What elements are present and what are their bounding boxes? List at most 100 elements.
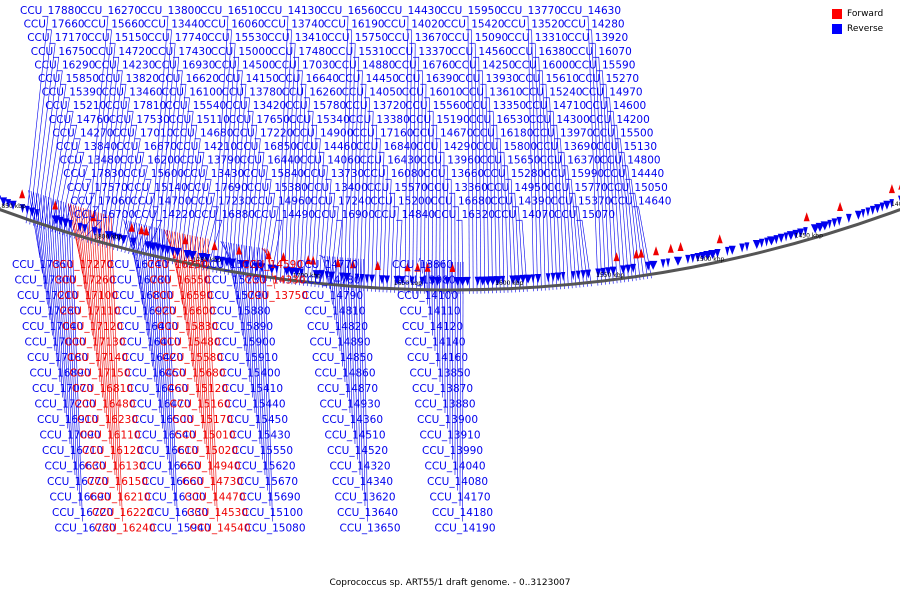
reverse-gene-arrow [252,262,261,272]
gene-label: CCU_14160 [407,352,468,364]
label-leader [332,256,338,336]
gene-label: CCU_16130 [85,461,146,473]
forward-gene-arrow [449,262,456,272]
reverse-gene-arrow [752,240,761,250]
gene-label: CCU_16770 [47,476,108,488]
label-leader [467,15,470,294]
label-leader [598,56,610,285]
gene-label: CCU_14900 [292,127,353,139]
label-leader [73,204,86,290]
reverse-gene-arrow [810,224,820,234]
label-leader [124,151,145,253]
label-leader [207,238,218,522]
reverse-gene-arrow [187,251,197,261]
gene-label: CCU_13850 [410,368,471,380]
gene-label: CCU_15600 [123,168,184,180]
gene-label: CCU_13460 [102,87,163,99]
forward-swatch [832,8,842,19]
label-leader [609,97,622,283]
gene-label: CCU_14280 [564,19,625,31]
reverse-gene-arrow [609,266,617,276]
forward-gene-arrow [349,259,356,269]
label-leader [567,165,577,288]
gene-label: CCU_15880 [210,306,271,318]
reverse-gene-arrow [827,219,832,229]
reverse-gene-arrow [393,275,401,285]
reverse-gene-arrow [453,276,462,286]
label-leader [556,124,565,289]
label-leader [581,219,592,287]
label-leader [503,151,509,293]
label-leader [250,151,265,279]
label-leader [630,179,645,280]
reverse-gene-arrow [883,200,891,210]
gene-label: CCU_17280 [20,306,81,318]
gene-label: CCU_13400 [307,182,368,194]
label-leader [38,193,51,321]
reverse-gene-arrow [82,224,88,234]
gene-label: CCU_16930 [154,59,215,71]
label-leader [220,43,236,274]
gene-label: CCU_15010 [175,430,236,442]
label-leader [538,56,546,291]
gene-label: CCU_16440 [240,155,301,167]
gene-label: CCU_15660 [84,19,145,31]
gene-label: CCU_14250 [454,59,515,71]
gene-label: CCU_16300 [145,492,206,504]
label-leader [500,138,505,293]
gene-label: CCU_16330 [147,507,208,519]
label-leader [578,206,588,287]
gene-label: CCU_13660 [423,168,484,180]
label-leader [85,208,98,367]
label-leader [295,83,307,285]
reverse-gene-arrow [500,275,506,285]
gene-label: CCU_14940 [180,461,241,473]
gene-label: CCU_13520 [504,19,565,31]
gene-label: CCU_15340 [289,114,350,126]
gene-label: CCU_15390 [42,87,103,99]
gene-label: CCU_15620 [235,461,296,473]
label-leader [105,83,127,248]
gene-label: CCU_15830 [157,321,218,333]
reverse-gene-arrow [312,270,321,280]
gene-label: CCU_16500 [132,414,193,426]
label-leader [98,56,120,246]
label-leader [43,195,56,352]
gene-label: CCU_14640 [610,195,671,207]
label-leader [128,220,141,290]
label-leader [563,151,573,289]
gene-label: CCU_15380 [247,182,308,194]
gene-label: CCU_14950 [487,182,548,194]
label-leader [109,97,130,249]
label-leader [408,29,412,294]
label-leader [355,70,363,291]
gene-label: CCU_13990 [422,445,483,457]
gene-label: CCU_14530 [187,507,248,519]
reverse-gene-arrow [874,204,881,214]
gene-label: CCU_14520 [327,445,388,457]
label-leader [507,165,513,293]
label-leader [164,70,183,263]
label-leader [40,194,53,336]
label-leader [485,83,489,294]
gene-label: CCU_15780 [285,100,346,112]
reverse-gene-arrow [384,275,390,285]
label-leader [542,70,550,291]
gene-label: CCU_14390 [490,195,551,207]
label-leader [65,202,78,491]
label-leader [344,29,352,290]
reverse-gene-arrow [625,264,632,274]
gene-label: CCU_14220 [134,209,195,221]
label-leader [478,56,482,294]
gene-label: CCU_13770 [500,5,561,17]
gene-label: CCU_16430 [360,155,421,167]
gene-label: CCU_15990 [543,168,604,180]
gene-label: CCU_14560 [451,46,512,58]
legend-item-reverse: Reverse [832,21,894,36]
gene-label: CCU_15500 [592,127,653,139]
gene-label: CCU_13870 [412,383,473,395]
reverse-gene-arrow [67,219,73,229]
reverse-gene-arrow [115,233,122,243]
label-leader [164,229,176,507]
reverse-gene-arrow [368,274,376,284]
